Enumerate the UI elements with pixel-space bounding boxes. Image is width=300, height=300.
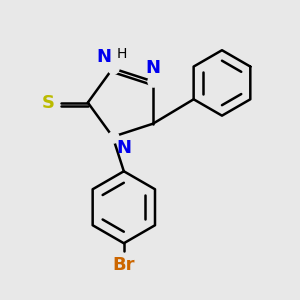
- Text: N: N: [117, 140, 132, 158]
- Text: S: S: [42, 94, 55, 112]
- Text: N: N: [96, 48, 111, 66]
- Text: N: N: [146, 58, 160, 76]
- Text: Br: Br: [112, 256, 135, 274]
- Text: H: H: [117, 47, 127, 61]
